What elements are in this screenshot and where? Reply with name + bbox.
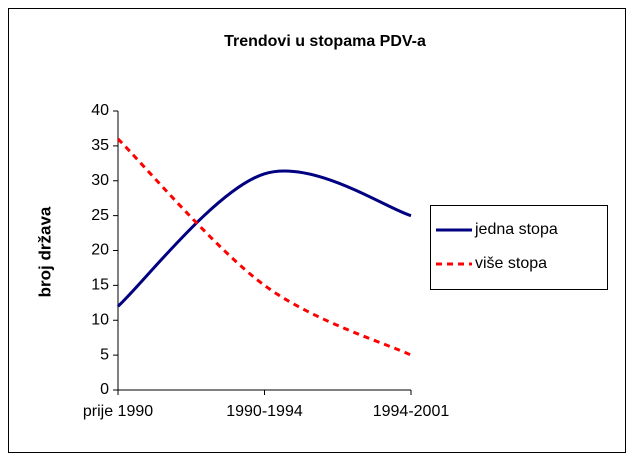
y-tick-label: 20 [91, 242, 109, 259]
y-tick-label: 35 [91, 137, 109, 154]
y-tick-label: 40 [91, 102, 109, 119]
y-tick-label: 15 [91, 277, 109, 294]
chart-title: Trendovi u stopama PDV-a [224, 33, 426, 50]
legend-label: više stopa [475, 255, 547, 272]
y-tick-label: 10 [91, 311, 109, 328]
y-tick-label: 30 [91, 172, 109, 189]
x-tick-label: 1990-1994 [226, 403, 303, 420]
legend-label: jedna stopa [474, 221, 558, 238]
y-tick-label: 25 [91, 207, 109, 224]
x-tick-label: 1994-2001 [373, 403, 450, 420]
legend-box [430, 205, 608, 290]
y-axis-label: broj država [35, 206, 54, 297]
x-tick-label: prije 1990 [83, 403, 153, 420]
y-tick-label: 5 [100, 346, 109, 363]
y-tick-label: 0 [100, 381, 109, 398]
series-line [116, 169, 412, 308]
series-line [116, 137, 412, 357]
